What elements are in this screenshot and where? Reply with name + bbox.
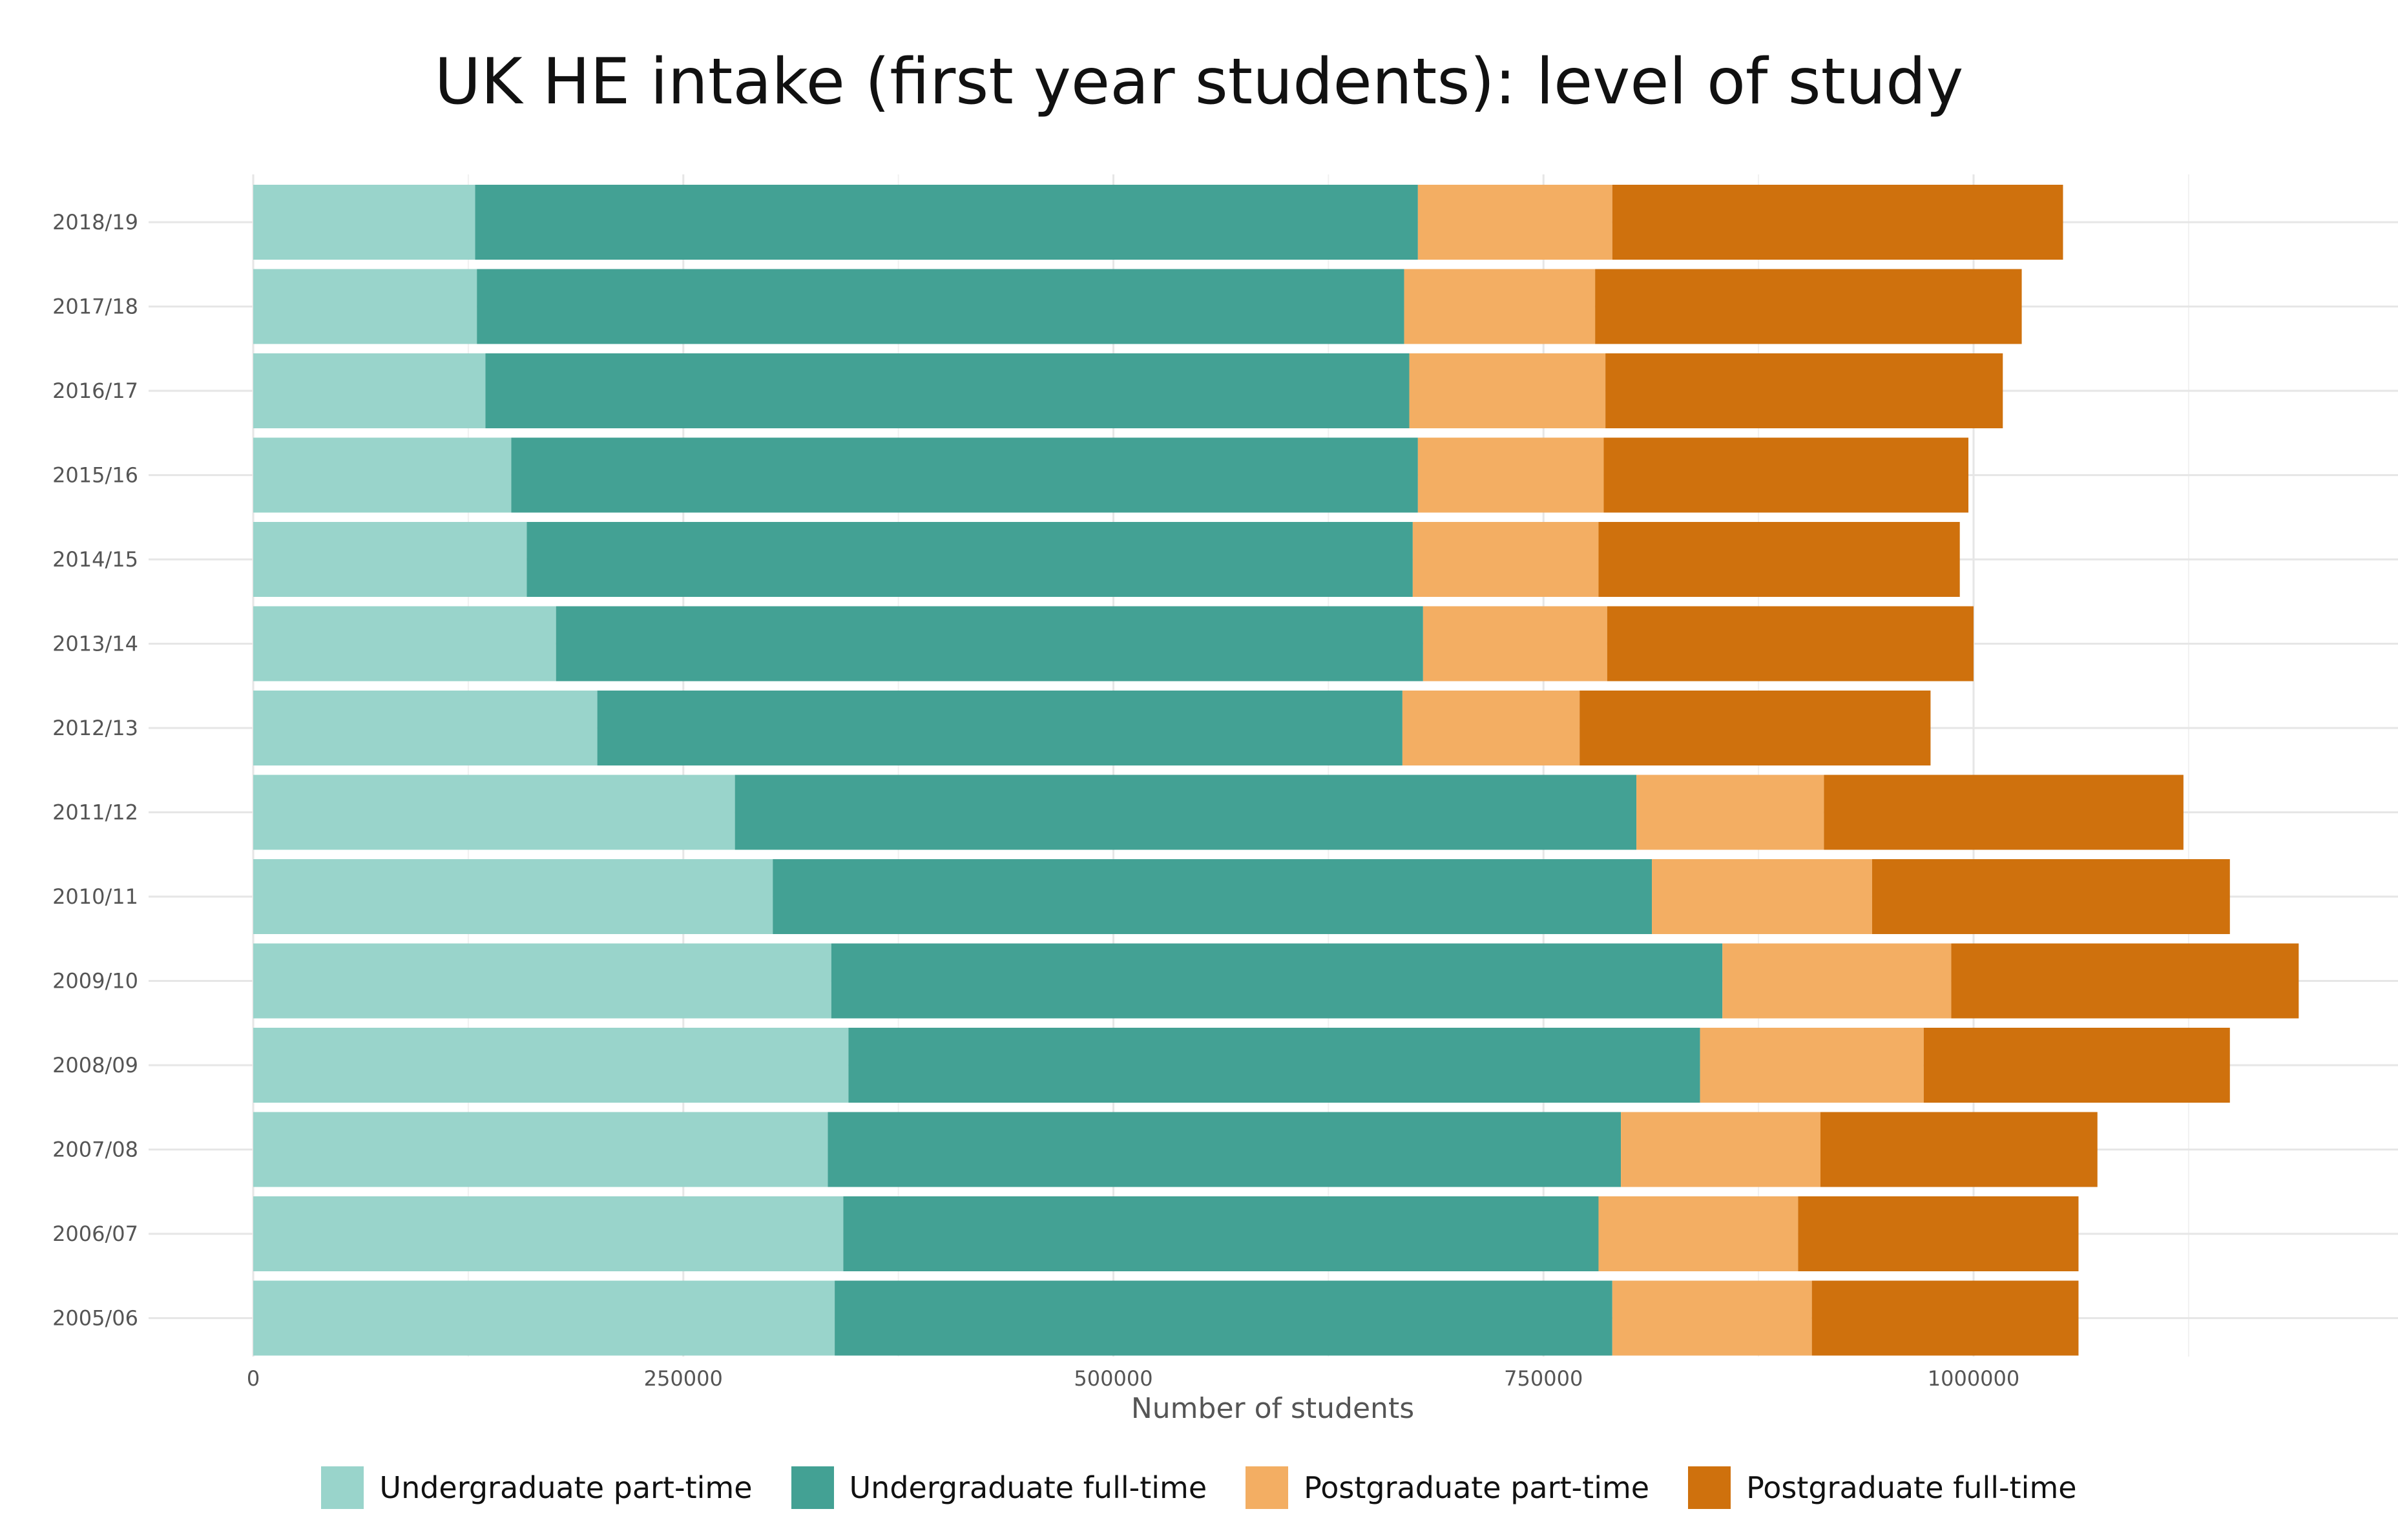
legend-item: Postgraduate part-time (1246, 1466, 1649, 1509)
bar-segment (1700, 1028, 1924, 1103)
bar-segment (1820, 1112, 2098, 1187)
legend-label: Undergraduate full-time (849, 1470, 1207, 1505)
legend-item: Postgraduate full-time (1688, 1466, 2077, 1509)
bar-segment (1636, 775, 1824, 850)
bar-segment (1603, 437, 1969, 513)
legend-swatch (1688, 1466, 1731, 1509)
bar-segment (511, 437, 1418, 513)
bar-segment (253, 437, 512, 513)
bar-segment (253, 1112, 828, 1187)
bar-segment (1798, 1196, 2079, 1271)
y-tick-label: 2006/07 (52, 1222, 138, 1246)
bar-segment (527, 522, 1413, 597)
legend-label: Postgraduate part-time (1304, 1470, 1650, 1505)
legend-swatch (1246, 1466, 1289, 1509)
legend-item: Undergraduate part-time (321, 1466, 753, 1509)
bar-segment (1598, 1196, 1798, 1271)
bar-segment (843, 1196, 1599, 1271)
bars (253, 185, 2299, 1356)
x-tick-label: 250000 (644, 1366, 723, 1391)
bar-segment (835, 1280, 1612, 1356)
bar-segment (831, 943, 1723, 1019)
bar-segment (253, 1196, 844, 1271)
bar-segment (475, 185, 1418, 260)
bar-segment (253, 1280, 835, 1356)
bar-segment (556, 606, 1423, 682)
bar-segment (1871, 859, 2230, 934)
bar-segment (1951, 943, 2299, 1019)
bar-segment (477, 269, 1404, 344)
y-tick-label: 2014/15 (52, 547, 138, 572)
bar-segment (1923, 1028, 2230, 1103)
legend-swatch (321, 1466, 364, 1509)
bar-segment (253, 522, 527, 597)
bar-segment (1621, 1112, 1820, 1187)
y-tick-label: 2011/12 (52, 800, 138, 825)
legend-swatch (791, 1466, 834, 1509)
x-tick-label: 0 (247, 1366, 260, 1391)
bar-segment (1824, 775, 2184, 850)
chart-title: UK HE intake (first year students): leve… (434, 45, 1964, 119)
bar-segment (1595, 269, 2022, 344)
bar-segment (1722, 943, 1952, 1019)
bar-segment (253, 691, 598, 765)
bar-segment (1412, 522, 1599, 597)
x-tick-label: 1000000 (1928, 1366, 2020, 1391)
bar-segment (1580, 691, 1931, 765)
legend-item: Undergraduate full-time (791, 1466, 1207, 1509)
y-tick-label: 2015/16 (52, 463, 138, 488)
y-tick-label: 2017/18 (52, 295, 138, 319)
bar-segment (828, 1112, 1621, 1187)
y-tick-label: 2007/08 (52, 1138, 138, 1162)
legend-label: Undergraduate part-time (379, 1470, 753, 1505)
bar-segment (253, 775, 735, 850)
y-tick-label: 2009/10 (52, 969, 138, 994)
y-tick-label: 2013/14 (52, 632, 138, 656)
y-tick-label: 2005/06 (52, 1306, 138, 1331)
bar-segment (253, 185, 475, 260)
bar-segment (253, 606, 556, 682)
bar-segment (253, 1028, 849, 1103)
bar-segment (1598, 522, 1960, 597)
y-tick-label: 2010/11 (52, 884, 138, 909)
axis-labels: 2018/19 2017/18 2016/17 2015/16 2014/15 2013/… (52, 210, 2019, 1391)
y-tick-label: 2016/17 (52, 379, 138, 403)
x-axis-title: Number of students (1131, 1392, 1414, 1425)
bar-segment (485, 353, 1410, 428)
legend-label: Postgraduate full-time (1746, 1470, 2077, 1505)
bar-segment (1612, 185, 2063, 260)
bar-segment (1409, 353, 1606, 428)
y-tick-label: 2018/19 (52, 210, 138, 234)
legend: Undergraduate part-time Undergraduate ful… (0, 1466, 2398, 1509)
x-tick-label: 500000 (1074, 1366, 1152, 1391)
bar-segment (1417, 437, 1604, 513)
bar-segment (1404, 269, 1596, 344)
x-tick-label: 750000 (1504, 1366, 1583, 1391)
bar-segment (253, 943, 831, 1019)
y-tick-label: 2012/13 (52, 716, 138, 740)
bar-segment (253, 859, 773, 934)
bar-segment (1402, 691, 1580, 765)
bar-segment (1612, 1280, 1812, 1356)
bar-segment (848, 1028, 1700, 1103)
bar-segment (253, 353, 486, 428)
bar-segment (1423, 606, 1607, 682)
bar-segment (1605, 353, 2003, 428)
bar-segment (1417, 185, 1612, 260)
bar-segment (253, 269, 477, 344)
y-tick-label: 2008/09 (52, 1053, 138, 1077)
bar-segment (1607, 606, 1974, 682)
bar-segment (597, 691, 1402, 765)
bar-segment (1811, 1280, 2079, 1356)
bar-segment (773, 859, 1653, 934)
bar-segment (735, 775, 1637, 850)
bar-segment (1652, 859, 1872, 934)
